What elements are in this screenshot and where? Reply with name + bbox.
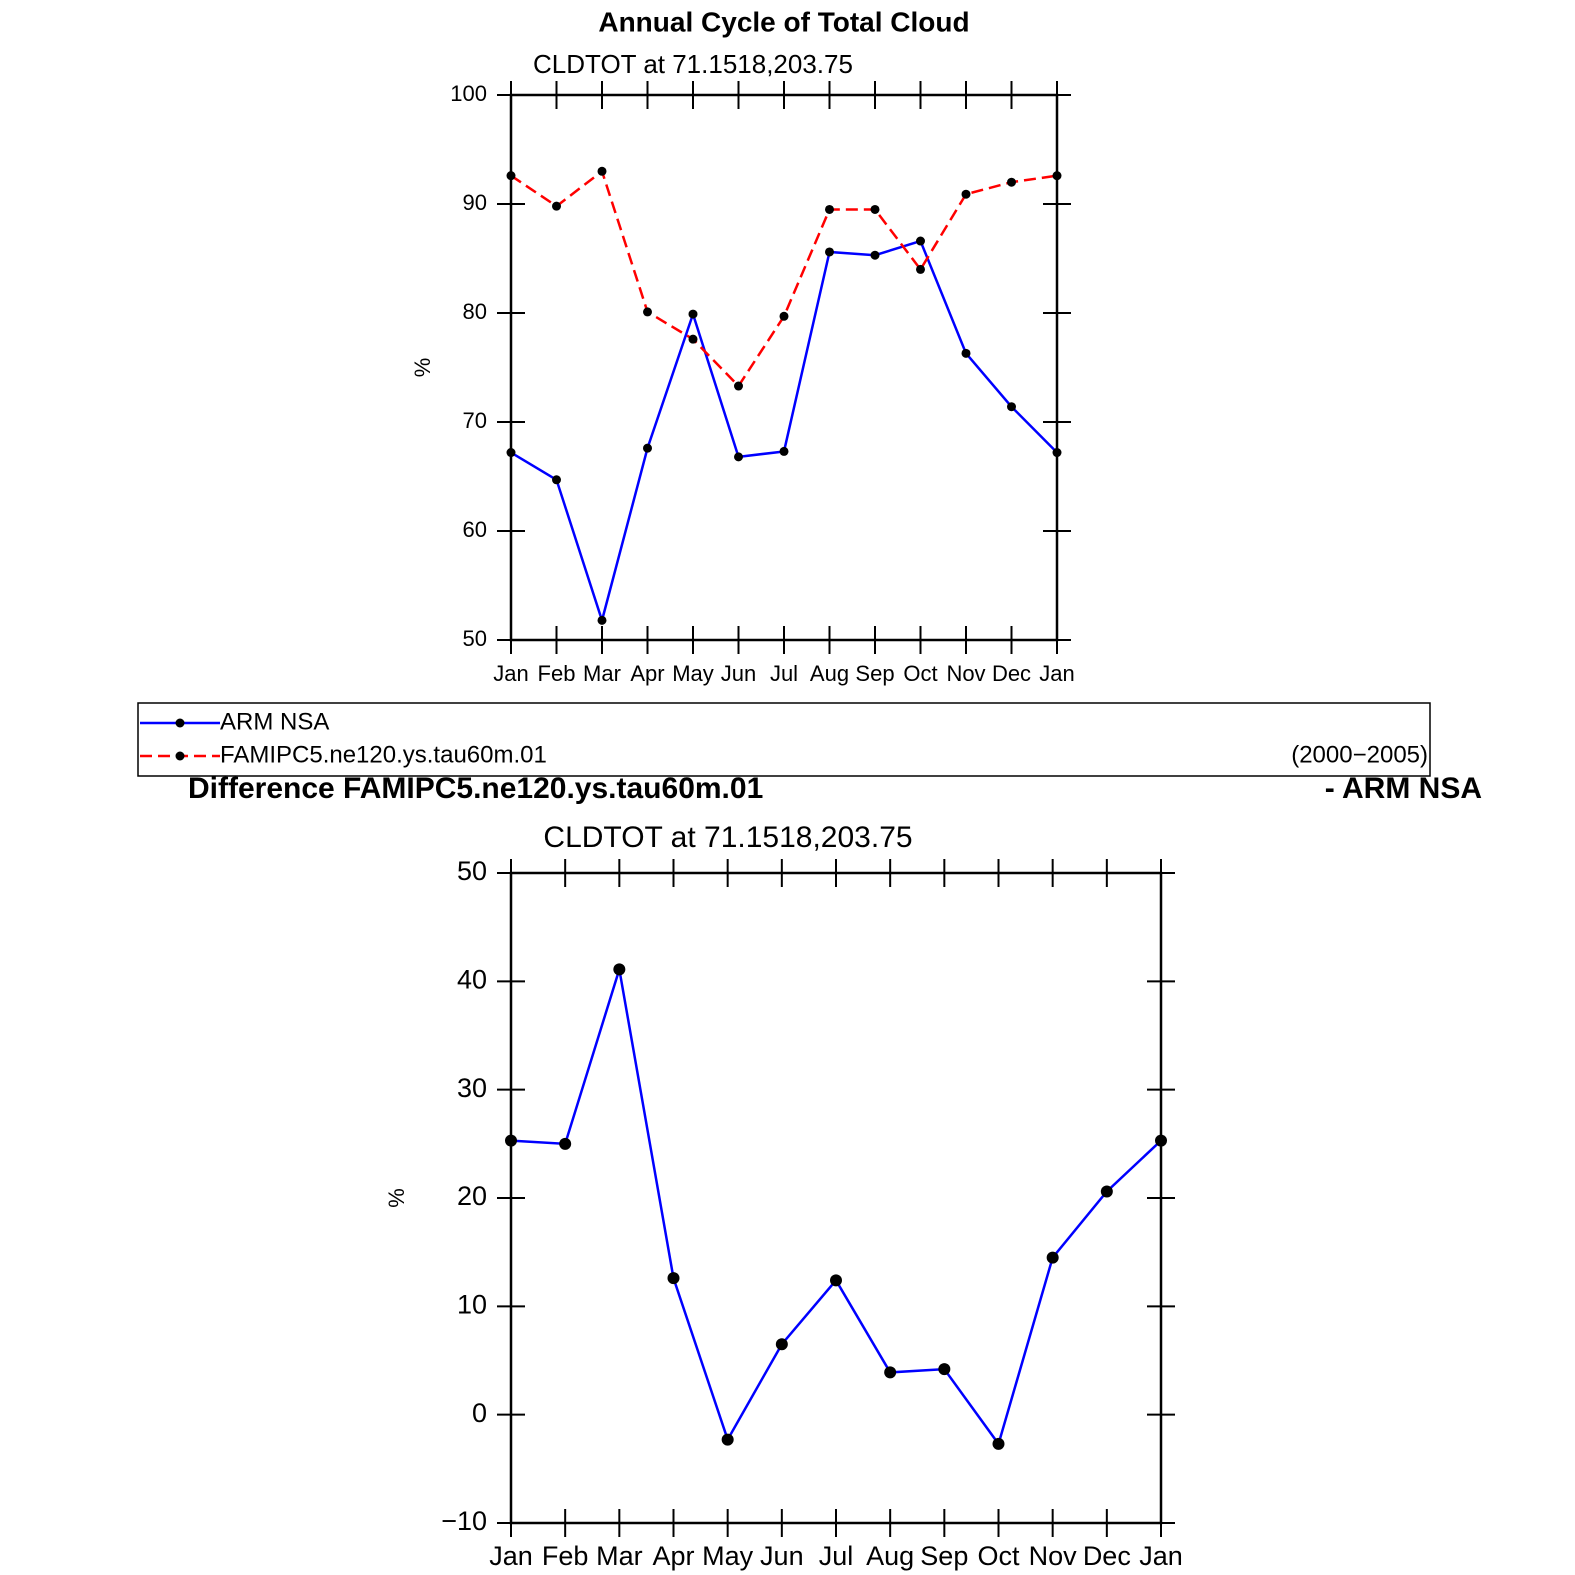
data-point (734, 452, 743, 462)
data-point (938, 1363, 951, 1376)
legend-label: ARM NSA (220, 708, 329, 735)
x-tick-label: Apr (652, 1541, 694, 1571)
data-point (1052, 448, 1062, 458)
data-point (597, 615, 607, 625)
data-point (506, 171, 516, 181)
data-point (597, 166, 607, 176)
data-point (559, 1137, 572, 1150)
x-tick-label: Jan (489, 1541, 533, 1571)
data-point (779, 311, 789, 321)
data-point (688, 334, 698, 344)
x-tick-label: Jan (1039, 661, 1074, 686)
data-point (870, 250, 880, 260)
y-tick-label: 80 (463, 299, 487, 324)
data-point (825, 204, 834, 214)
series-line (510, 969, 1162, 1447)
x-tick-label: Jul (819, 1541, 854, 1571)
x-tick-label: Feb (538, 661, 576, 686)
data-point (667, 1272, 680, 1285)
x-tick-label: Jul (770, 661, 798, 686)
x-tick-label: May (672, 661, 714, 686)
data-point (643, 307, 652, 317)
x-tick-label: Jun (721, 661, 756, 686)
x-tick-label: Mar (583, 661, 621, 686)
plot-frame (509, 871, 1163, 1525)
x-tick-label: Feb (542, 1541, 589, 1571)
data-point (1046, 1251, 1059, 1264)
data-point (825, 247, 834, 257)
y-tick-label: 60 (463, 517, 487, 542)
data-point (775, 1338, 788, 1351)
data-point (734, 381, 743, 391)
y-tick-label: 10 (457, 1289, 487, 1319)
x-tick-label: Jan (1139, 1541, 1183, 1571)
legend-marker (175, 718, 185, 728)
x-tick-label: May (702, 1541, 754, 1571)
data-point (916, 236, 925, 246)
x-tick-label: Sep (920, 1541, 968, 1571)
x-tick-label: Jun (760, 1541, 804, 1571)
data-point (916, 264, 925, 274)
y-tick-label: −10 (441, 1506, 487, 1536)
data-point (992, 1437, 1005, 1450)
legend-box (137, 702, 1431, 777)
x-tick-label: Dec (1083, 1541, 1131, 1571)
data-point (870, 204, 880, 214)
y-tick-label: 40 (457, 964, 487, 994)
x-tick-label: Apr (630, 661, 664, 686)
data-point (961, 348, 971, 358)
x-tick-label: Sep (855, 661, 894, 686)
y-tick-label: 0 (472, 1398, 487, 1428)
y-tick-label: 100 (450, 81, 487, 106)
x-tick-label: Aug (866, 1541, 914, 1571)
y-tick-label: 50 (463, 626, 487, 651)
x-tick-label: Aug (810, 661, 849, 686)
data-point (552, 201, 561, 211)
data-point (613, 963, 626, 976)
data-point (688, 309, 698, 319)
chart-title: - ARM NSA (1325, 772, 1482, 805)
data-point (884, 1366, 897, 1379)
legend-label: FAMIPC5.ne120.ys.tau60m.01 (220, 741, 547, 768)
data-point (1155, 1134, 1167, 1147)
x-tick-label: Nov (946, 661, 985, 686)
data-point (830, 1274, 842, 1287)
data-point (552, 475, 561, 485)
x-tick-label: Nov (1029, 1541, 1078, 1571)
chart-title: Annual Cycle of Total Cloud (598, 6, 969, 37)
y-tick-label: 20 (457, 1181, 487, 1211)
y-tick-label: 70 (463, 408, 487, 433)
series-line (510, 169, 1058, 389)
data-point (961, 189, 971, 199)
x-tick-label: Jan (493, 661, 528, 686)
y-tick-label: 90 (463, 190, 487, 215)
x-tick-label: Mar (596, 1541, 643, 1571)
x-tick-label: Oct (977, 1541, 1020, 1571)
data-point (1007, 177, 1016, 187)
data-point (505, 1134, 517, 1147)
chart-subtitle: CLDTOT at 71.1518,203.75 (533, 49, 853, 79)
y-tick-label: 30 (457, 1073, 487, 1103)
data-point (1100, 1185, 1113, 1198)
data-point (779, 446, 789, 456)
y-axis-label: % (384, 1188, 409, 1208)
series-line (510, 239, 1058, 625)
chart-title: Difference FAMIPC5.ne120.ys.tau60m.01 (188, 772, 763, 805)
data-point (643, 443, 652, 453)
y-tick-label: 50 (457, 856, 487, 886)
data-point (721, 1433, 734, 1446)
y-axis-label: % (410, 358, 435, 378)
data-point (1007, 402, 1016, 412)
data-point (1052, 171, 1062, 181)
legend-marker (175, 751, 185, 761)
chart-subtitle: CLDTOT at 71.1518,203.75 (543, 821, 912, 854)
x-tick-label: Oct (903, 661, 937, 686)
data-point (506, 448, 516, 458)
x-tick-label: Dec (992, 661, 1031, 686)
legend-note: (2000−2005) (1291, 741, 1428, 768)
